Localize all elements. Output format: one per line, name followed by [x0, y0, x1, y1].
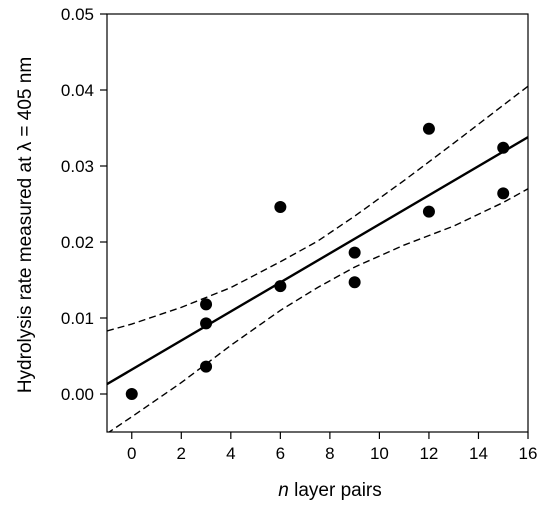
data-point — [274, 201, 287, 214]
x-tick-label: 12 — [419, 444, 438, 463]
x-axis-title-italic: n — [278, 480, 289, 501]
y-tick-label: 0.03 — [61, 157, 94, 176]
upper-confidence-band — [107, 85, 528, 332]
x-tick-label: 8 — [325, 444, 334, 463]
x-axis-title-rest: layer pairs — [289, 480, 382, 501]
lower-confidence-band — [108, 188, 528, 432]
data-point — [497, 141, 510, 154]
x-tick-label: 4 — [226, 444, 235, 463]
data-point — [422, 205, 435, 218]
regression-line — [107, 136, 528, 386]
data-point — [348, 276, 361, 289]
x-tick-label: 6 — [276, 444, 285, 463]
x-tick-label: 10 — [370, 444, 389, 463]
x-tick-label: 16 — [519, 444, 538, 463]
data-point — [125, 388, 138, 400]
axes: 0 2 4 6 8 10 12 14 16 0.00 0.01 0.02 0.03 0.04 0.05 — [61, 5, 538, 463]
y-axis-title: Hydrolysis rate measured at λ = 405 nm — [15, 57, 36, 393]
y-tick-label: 0.01 — [61, 309, 94, 328]
x-tick-label: 14 — [469, 444, 488, 463]
data-point — [200, 317, 213, 330]
x-axis-title: n layer pairs — [278, 480, 382, 501]
data-point — [274, 280, 287, 293]
x-tick-label: 0 — [127, 444, 136, 463]
data-point — [200, 360, 213, 373]
data-point — [348, 246, 361, 259]
data-point — [422, 122, 435, 135]
x-tick-label: 2 — [177, 444, 186, 463]
y-tick-label: 0.04 — [61, 81, 94, 100]
data-point — [497, 187, 510, 200]
plot-area — [107, 85, 528, 432]
y-tick-label: 0.00 — [61, 385, 94, 404]
y-tick-label: 0.02 — [61, 233, 94, 252]
y-tick-label: 0.05 — [61, 5, 94, 24]
data-point — [200, 298, 213, 311]
plot-frame — [106, 13, 529, 433]
